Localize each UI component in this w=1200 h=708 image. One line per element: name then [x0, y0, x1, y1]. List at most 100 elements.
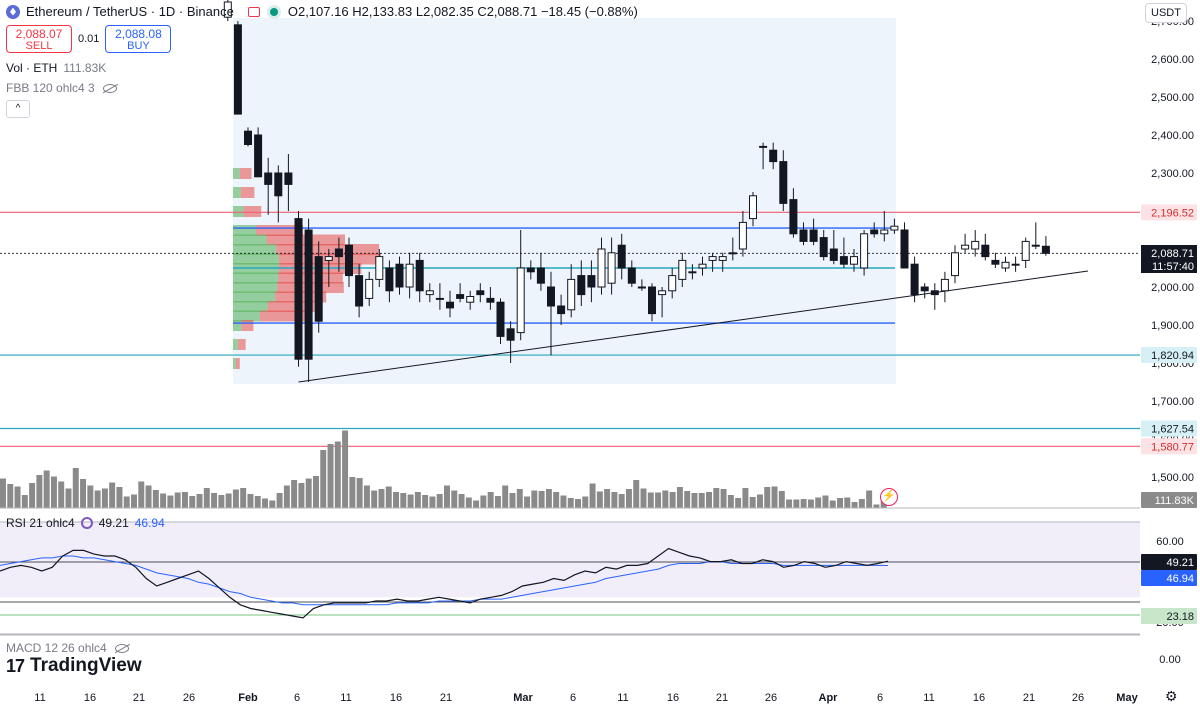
candle-down — [991, 259, 1000, 265]
flag-icon[interactable] — [247, 6, 260, 17]
volume-bar — [254, 496, 261, 508]
time-tick-label: 6 — [570, 692, 576, 704]
volume-bar — [196, 494, 203, 508]
volume-bar — [611, 492, 618, 508]
rsi-low-price-tag: 23.18 — [1166, 611, 1194, 623]
volume-bar — [400, 493, 407, 508]
volume-bar — [58, 481, 65, 508]
candle-up — [940, 278, 949, 292]
volume-bar — [509, 493, 516, 508]
candle-up — [607, 252, 616, 284]
vp-buy-bar — [233, 187, 241, 198]
candle-down — [809, 229, 818, 242]
candle-down — [526, 267, 535, 273]
candle-down — [920, 286, 929, 292]
volume-bar — [473, 500, 480, 508]
vp-sell-bar — [241, 320, 254, 331]
ohlc-values: O2,107.16 H2,133.83 L2,082.35 C2,088.71 … — [287, 4, 638, 19]
countdown-tag: 11:57:40 — [1152, 261, 1194, 273]
price-tick-label: 1,500.00 — [1151, 472, 1194, 484]
vp-sell-bar — [240, 187, 255, 198]
candle-up — [516, 267, 525, 334]
volume-bar — [764, 487, 771, 508]
trendline[interactable] — [298, 270, 1089, 383]
volume-bar — [152, 490, 159, 508]
rsi-ma-value: 46.94 — [134, 516, 165, 530]
buy-button[interactable]: 2,088.08 BUY — [105, 25, 172, 53]
volume-bar — [458, 494, 465, 508]
candle-up — [759, 145, 768, 148]
volume-bar — [29, 483, 36, 508]
symbol-title[interactable]: Ethereum / TetherUS · 1D · Binance — [26, 4, 234, 19]
rsi-low-price-tag-bg — [1141, 608, 1197, 624]
volume-bar — [371, 490, 378, 508]
volume-bar — [844, 497, 851, 508]
volume-bar — [786, 499, 793, 508]
volume-bar — [604, 489, 611, 508]
candle-down — [577, 275, 586, 296]
collapse-legend-button[interactable]: ^ — [6, 100, 30, 118]
volume-bar — [349, 477, 356, 508]
volume-bar — [589, 483, 596, 508]
time-tick-label: 16 — [390, 692, 402, 704]
rsi-value: 49.21 — [98, 516, 129, 530]
vp-buy-bar — [233, 291, 276, 303]
lightning-icon[interactable]: ⚡ — [880, 488, 898, 506]
volume-bar — [800, 499, 807, 508]
volume-bar — [778, 491, 785, 508]
volume-bar — [706, 492, 713, 508]
time-axis[interactable]: 11 16 21 26 Feb 6 11 16 21 Mar 6 11 16 21 26 Apr 6 11 16 21… — [34, 692, 1138, 704]
volume-bar — [240, 488, 247, 508]
currency-selector[interactable]: USDT — [1145, 3, 1187, 23]
candle-down — [769, 149, 778, 163]
volume-bar — [356, 478, 363, 508]
candle-up — [466, 296, 475, 303]
candle-down — [536, 267, 545, 284]
vp-buy-bar — [233, 358, 236, 369]
volume-bar — [414, 492, 421, 508]
vp-buy-bar — [233, 244, 277, 255]
candle-up — [1011, 263, 1020, 266]
range-box-lines — [233, 227, 895, 324]
macd-legend[interactable]: MACD 12 26 ohlc4 — [6, 641, 129, 655]
volume-bar — [524, 496, 531, 508]
hidden-eye-icon[interactable] — [102, 84, 117, 94]
volume-bar — [174, 492, 181, 508]
candle-down — [385, 267, 394, 292]
volume-bar — [618, 494, 625, 508]
vp-buy-bar — [233, 301, 268, 312]
candle-down — [314, 256, 323, 322]
time-tick-label: 21 — [1023, 692, 1035, 704]
volume-bar — [873, 504, 880, 508]
candle-down — [355, 275, 364, 307]
volume-bar — [866, 490, 873, 508]
sell-button[interactable]: 2,088.07 SELL — [6, 25, 72, 53]
candle-up — [728, 252, 737, 255]
volume-legend[interactable]: Vol · ETH 111.83K — [6, 61, 106, 75]
price-tick-label: 2,500.00 — [1151, 92, 1194, 104]
level-price-tag-bg — [1141, 204, 1197, 221]
volume-bar — [50, 476, 57, 508]
tradingview-logo[interactable]: 17 TradingView — [6, 655, 142, 677]
candles[interactable] — [223, 0, 1050, 382]
volume-bar — [829, 500, 836, 508]
volume-value: 111.83K — [63, 61, 107, 75]
volume-bar — [633, 480, 640, 508]
time-tick-label: Apr — [819, 692, 839, 704]
candle-down — [648, 286, 656, 315]
time-tick-label: 16 — [667, 692, 679, 704]
rsi-legend[interactable]: RSI 21 ohlc4 49.21 46.94 — [6, 516, 165, 530]
candle-up — [678, 259, 687, 280]
time-tick-label: Mar — [513, 692, 533, 704]
trendline-line — [298, 270, 1089, 383]
vp-buy-bar — [233, 234, 267, 246]
rsi-price-tag-bg — [1141, 554, 1197, 570]
fbb-legend[interactable]: FBB 120 ohlc4 3 — [6, 81, 117, 95]
volume-bar — [7, 484, 14, 508]
hidden-eye-icon[interactable] — [114, 644, 129, 654]
gear-icon[interactable]: ⚙ — [1165, 688, 1178, 704]
volume-bar — [101, 488, 108, 508]
candle-down — [244, 130, 252, 145]
candle-down — [981, 244, 990, 258]
